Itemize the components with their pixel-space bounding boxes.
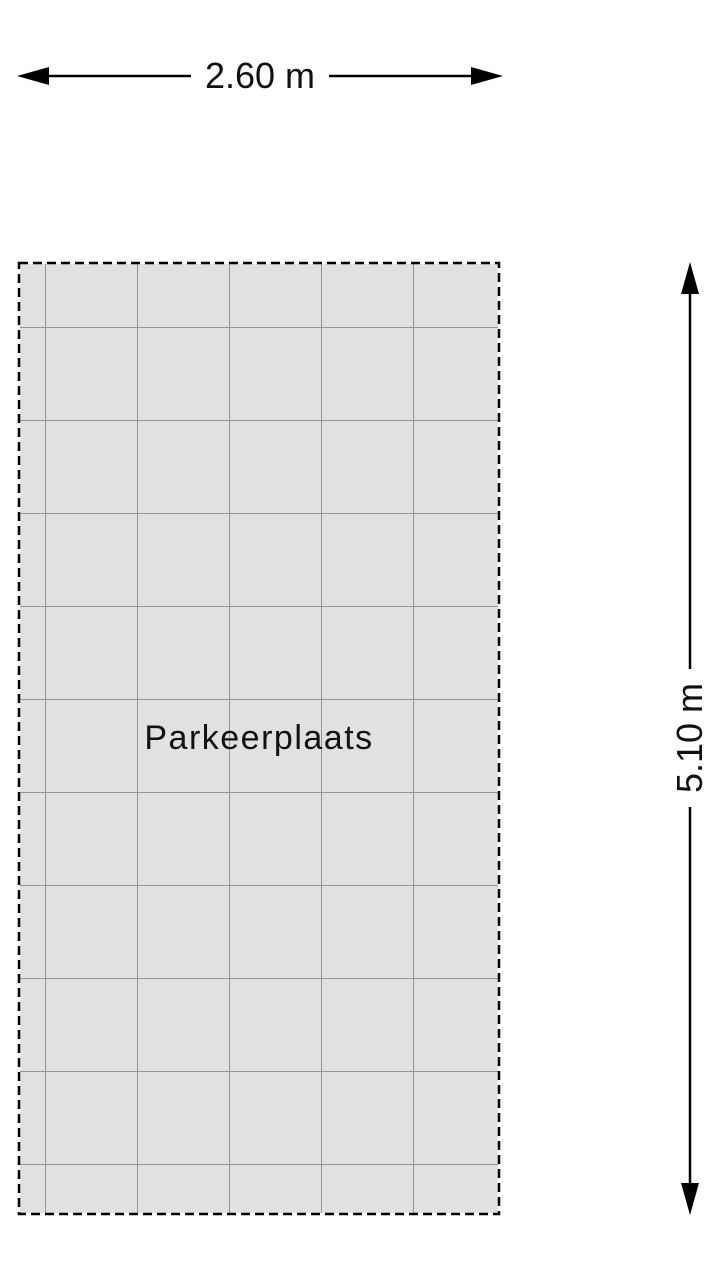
width-dimension-label: 2.60 m [190, 54, 330, 98]
arrow-right-icon [471, 67, 503, 85]
room-parkeerplaats: Parkeerplaats [20, 264, 498, 1213]
room-label: Parkeerplaats [144, 719, 374, 757]
arrow-left-icon [17, 67, 49, 85]
arrow-down-icon [681, 1183, 699, 1215]
height-dimension-label: 5.10 m [668, 668, 712, 808]
arrow-up-icon [681, 262, 699, 294]
